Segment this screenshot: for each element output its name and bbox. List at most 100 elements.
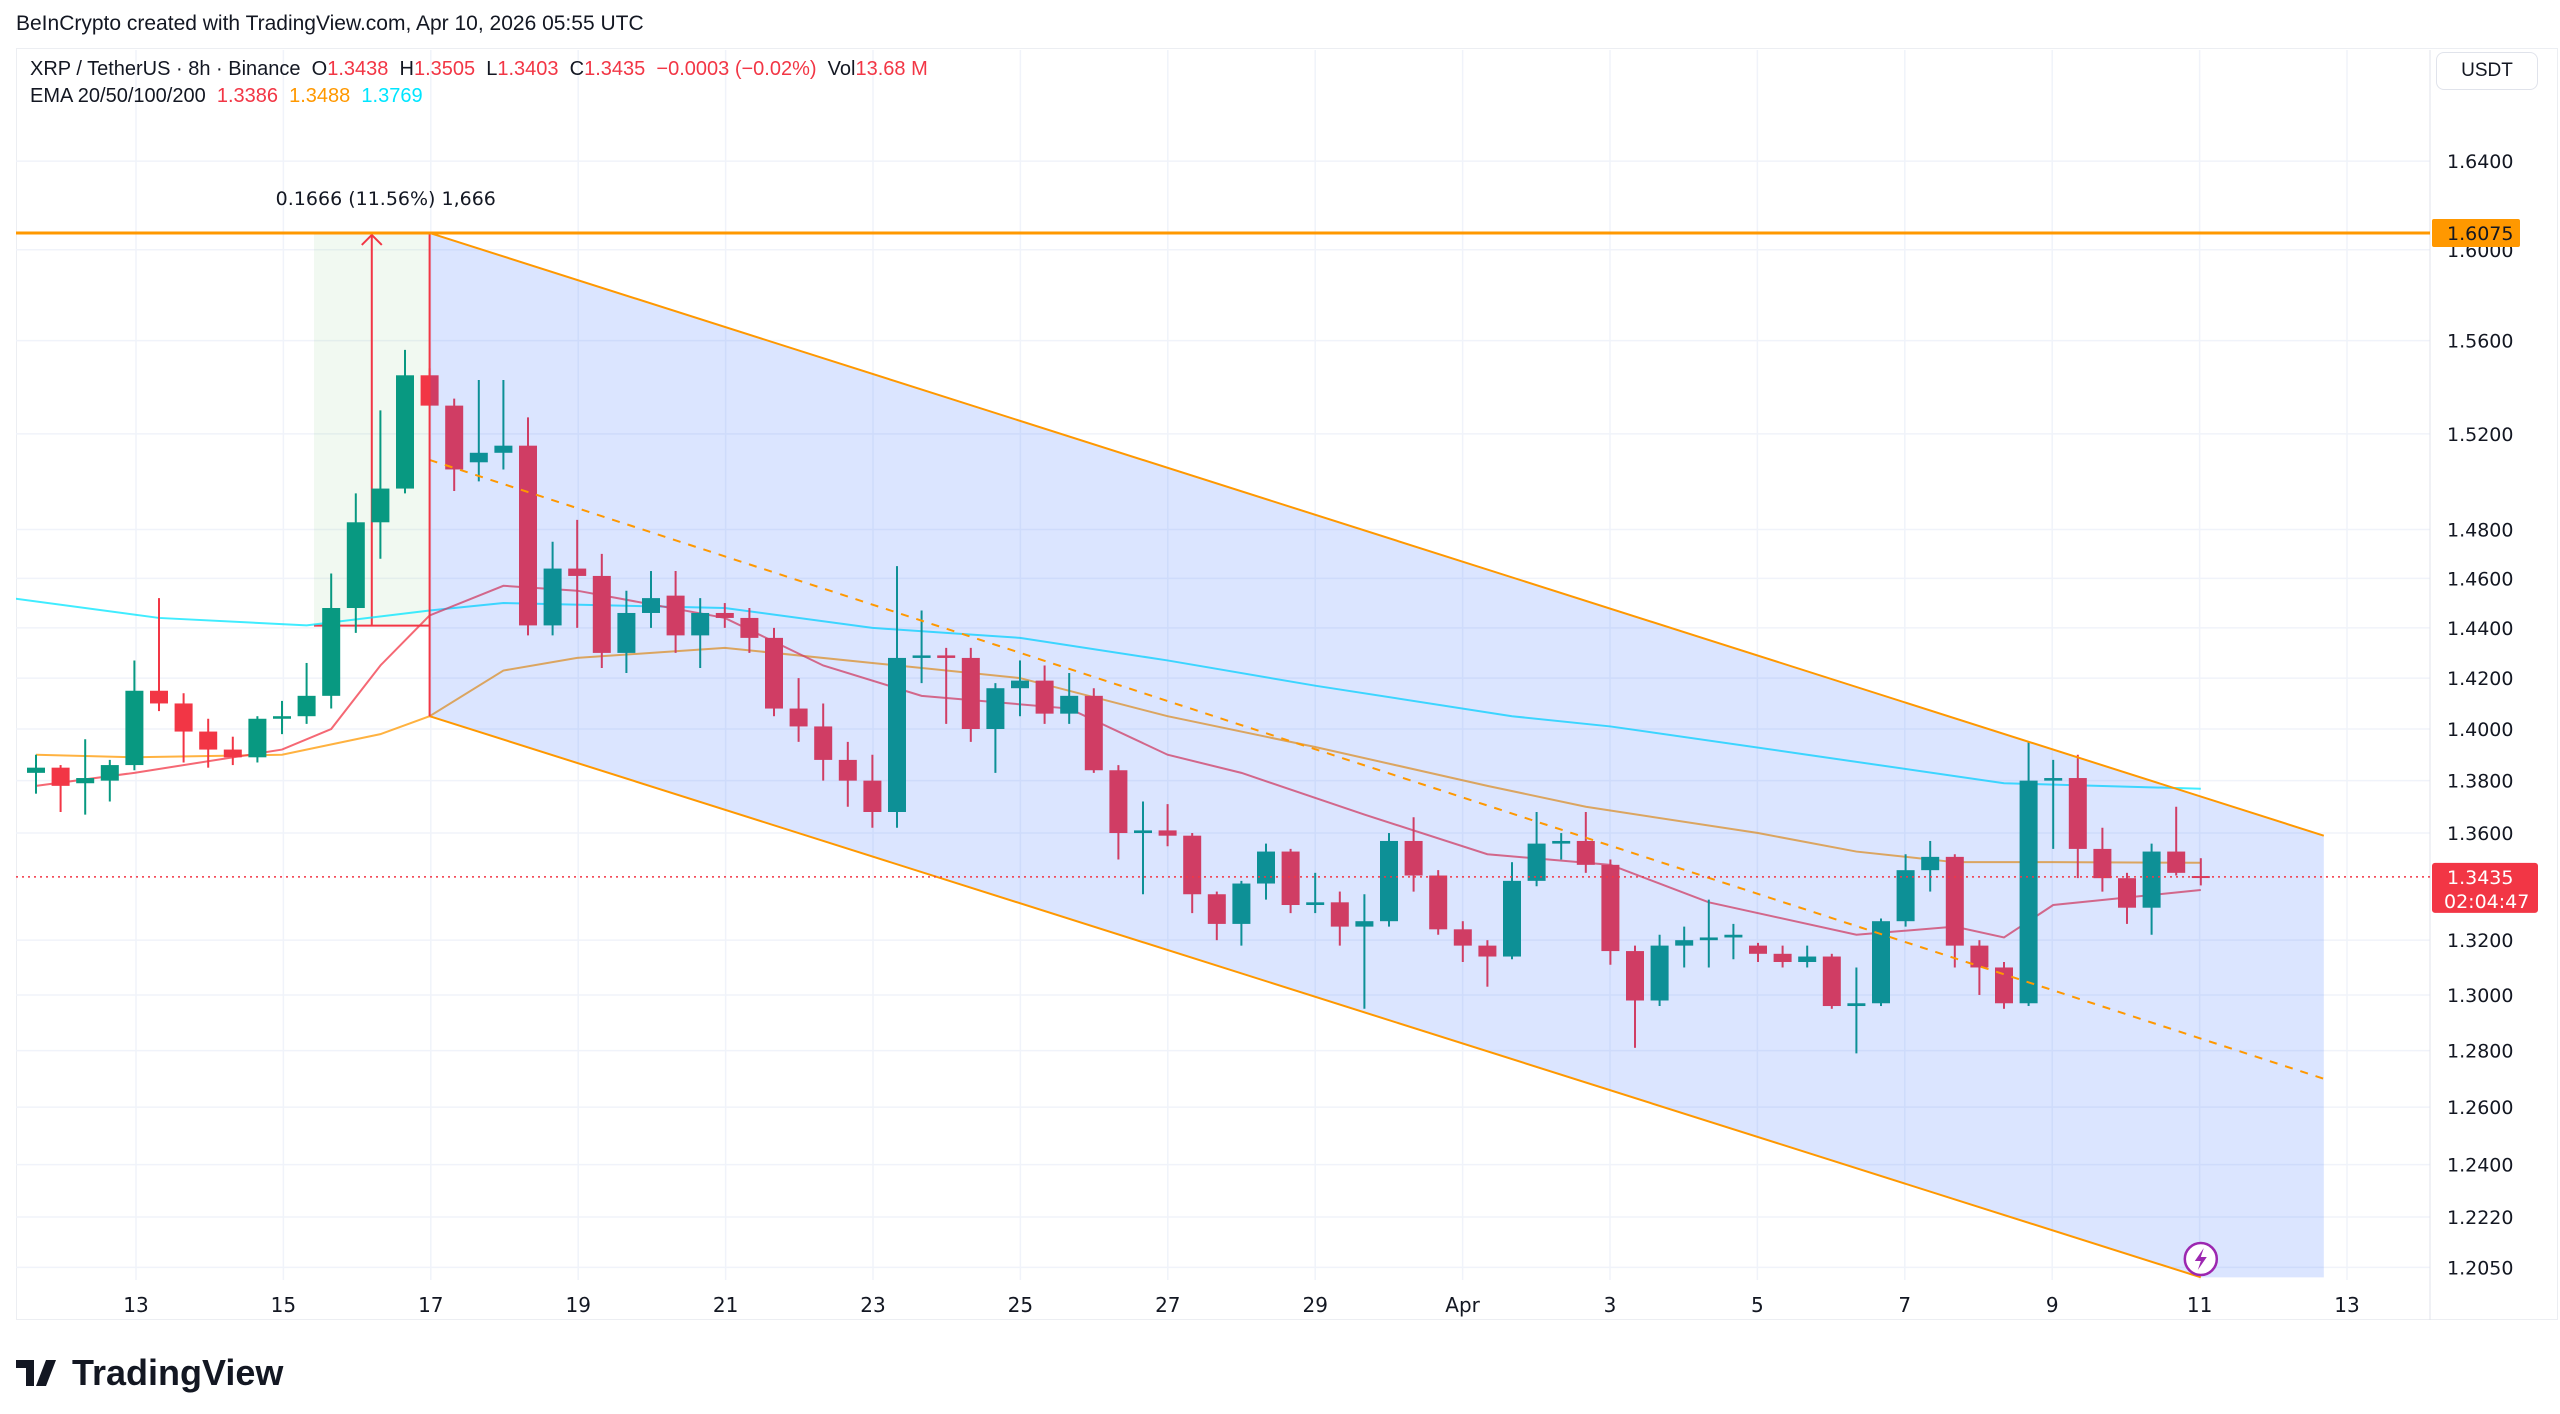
- candle-body: [2093, 848, 2112, 879]
- currency-unit-button[interactable]: USDT: [2436, 52, 2538, 90]
- candle: [1847, 967, 1866, 1054]
- candle: [2118, 872, 2136, 924]
- candle: [592, 553, 611, 668]
- candle-body: [1084, 695, 1103, 771]
- candle-body: [1281, 851, 1300, 906]
- candle-body: [912, 655, 931, 658]
- candle-body: [1404, 840, 1423, 876]
- candle: [1281, 848, 1300, 914]
- candle-body: [765, 637, 783, 709]
- candle-body: [2167, 851, 2186, 873]
- low-label: L: [486, 58, 498, 80]
- candle: [1552, 833, 1571, 860]
- symbol-title[interactable]: XRP / TetherUS · 8h · Binance: [30, 58, 301, 80]
- candle: [961, 647, 980, 742]
- candle-body: [1601, 864, 1620, 952]
- time-tick-label: 21: [713, 1293, 738, 1317]
- chart-credit: BeInCrypto created with TradingView.com,…: [16, 12, 644, 35]
- candle: [691, 598, 710, 668]
- price-tick-label: 1.6400: [2447, 151, 2513, 173]
- candle: [396, 349, 414, 494]
- time-tick-label: 5: [1751, 1293, 1764, 1317]
- candle: [1724, 923, 1743, 960]
- candle: [1970, 940, 1989, 995]
- candle: [445, 398, 464, 491]
- change-value: −0.0003 (−0.02%): [656, 58, 817, 80]
- candle: [2167, 806, 2186, 876]
- time-tick-label: 19: [565, 1293, 590, 1317]
- logo-text: TradingView: [72, 1352, 284, 1393]
- candle-body: [2019, 780, 2038, 1004]
- measure-label: 0.1666 (11.56%) 1,666: [276, 188, 496, 210]
- price-tick-label: 1.2400: [2447, 1155, 2513, 1177]
- candle-body: [1478, 945, 1497, 957]
- candle-body: [666, 595, 685, 636]
- candle-body: [174, 703, 193, 732]
- ema-title[interactable]: EMA 20/50/100/200: [30, 85, 206, 107]
- candle-body: [1011, 680, 1029, 689]
- candle: [1503, 862, 1521, 960]
- candle: [568, 519, 587, 628]
- candle-body: [961, 657, 980, 730]
- candle-body: [1872, 921, 1890, 1004]
- candle: [1109, 765, 1128, 860]
- candle: [1527, 811, 1546, 887]
- low-value: 1.3403: [497, 58, 559, 80]
- candle: [1675, 926, 1694, 968]
- candle: [912, 610, 931, 684]
- candle: [223, 736, 242, 766]
- candle-body: [617, 612, 636, 653]
- time-tick-label: 3: [1604, 1293, 1617, 1317]
- candle: [469, 379, 488, 482]
- candle-body: [1699, 937, 1718, 941]
- candle-body: [1060, 695, 1079, 714]
- candle: [1084, 688, 1103, 773]
- time-tick-label: 27: [1155, 1293, 1180, 1317]
- candle-body: [1232, 883, 1251, 924]
- candle: [100, 759, 119, 802]
- channel-fill: [429, 232, 2324, 1278]
- candle-body: [248, 718, 267, 758]
- candle: [273, 700, 291, 735]
- chart-legend: XRP / TetherUS · 8h · Binance O1.3438 H1…: [30, 56, 928, 110]
- candle: [1601, 859, 1620, 965]
- candle-body: [1380, 840, 1398, 922]
- candle-body: [814, 726, 833, 760]
- lightning-icon[interactable]: [2183, 1241, 2219, 1277]
- candle-body: [1330, 902, 1349, 927]
- candle: [1404, 817, 1423, 892]
- close-label: C: [569, 58, 585, 80]
- candle-body: [789, 708, 808, 727]
- candle-body: [297, 695, 316, 717]
- candle-body: [2044, 778, 2063, 781]
- candle: [1257, 843, 1275, 900]
- candle-body: [1650, 945, 1669, 1001]
- candle: [51, 765, 70, 812]
- candle: [125, 660, 144, 771]
- candle: [1060, 673, 1079, 724]
- candle-body: [1822, 956, 1841, 1007]
- candle: [1453, 921, 1472, 962]
- candle: [346, 493, 365, 633]
- candle-body: [100, 765, 119, 781]
- candle-body: [396, 375, 414, 489]
- candle: [543, 541, 562, 636]
- candle-body: [1183, 835, 1202, 895]
- candle-body: [1134, 830, 1152, 834]
- candle: [1158, 804, 1177, 847]
- candle-body: [371, 488, 390, 523]
- candle-body: [1503, 880, 1521, 957]
- candle-body: [691, 612, 710, 636]
- channel-lower-line: [429, 715, 2202, 1279]
- candle-body: [1035, 680, 1054, 714]
- candle: [1822, 953, 1841, 1009]
- candle: [2044, 759, 2063, 849]
- tradingview-logo[interactable]: TradingView: [16, 1352, 283, 1394]
- candle: [1749, 942, 1767, 962]
- candle: [1626, 945, 1644, 1048]
- price-tick-label: 1.4400: [2447, 618, 2513, 640]
- candle-body: [223, 749, 242, 758]
- candle: [150, 598, 168, 712]
- countdown-label: 02:04:47: [2444, 891, 2529, 913]
